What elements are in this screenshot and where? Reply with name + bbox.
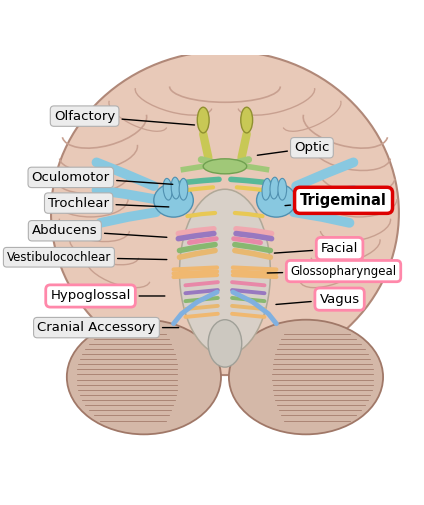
Text: Vestibulocochlear: Vestibulocochlear	[7, 251, 167, 264]
Ellipse shape	[278, 178, 287, 200]
Text: Oculomotor: Oculomotor	[32, 171, 173, 184]
Text: Vagus: Vagus	[276, 293, 360, 306]
Ellipse shape	[229, 320, 383, 434]
Text: Hypoglossal: Hypoglossal	[50, 289, 165, 302]
Ellipse shape	[203, 159, 247, 174]
Text: Olfactory: Olfactory	[54, 110, 195, 125]
Ellipse shape	[179, 178, 188, 200]
Ellipse shape	[154, 183, 193, 217]
Ellipse shape	[67, 320, 221, 434]
Text: Trochlear: Trochlear	[48, 196, 169, 210]
Ellipse shape	[179, 189, 271, 356]
Text: Glossopharyngeal: Glossopharyngeal	[267, 265, 396, 278]
Text: Trigeminal: Trigeminal	[285, 193, 387, 208]
Text: Facial: Facial	[274, 242, 358, 255]
Ellipse shape	[208, 320, 242, 367]
Ellipse shape	[262, 178, 271, 200]
Text: Cranial Accessory: Cranial Accessory	[37, 321, 179, 334]
Ellipse shape	[197, 107, 209, 133]
Ellipse shape	[51, 51, 399, 375]
Ellipse shape	[270, 177, 279, 199]
Ellipse shape	[171, 177, 180, 199]
Ellipse shape	[163, 178, 172, 200]
Ellipse shape	[241, 107, 253, 133]
Text: Abducens: Abducens	[32, 224, 167, 237]
Ellipse shape	[257, 183, 296, 217]
Text: Optic: Optic	[257, 141, 329, 155]
